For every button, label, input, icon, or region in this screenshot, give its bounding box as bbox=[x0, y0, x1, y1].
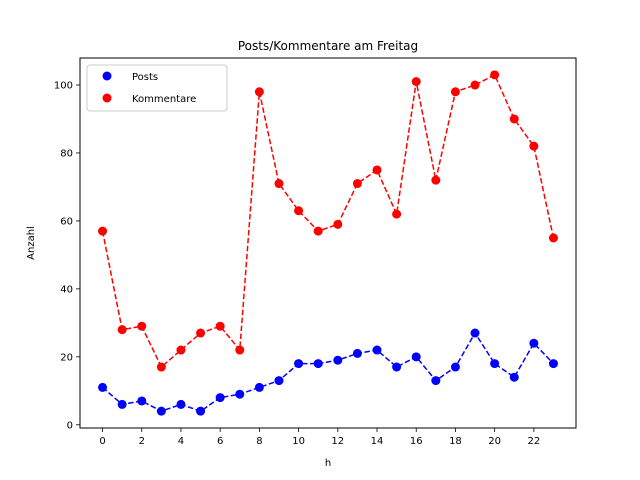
data-point-posts bbox=[431, 376, 441, 386]
data-point-posts bbox=[411, 352, 421, 362]
chart-title: Posts/Kommentare am Freitag bbox=[238, 39, 418, 53]
data-point-posts bbox=[529, 338, 539, 348]
x-tick-label: 4 bbox=[178, 436, 184, 447]
data-point-posts bbox=[313, 359, 323, 369]
data-point-kommentare bbox=[117, 325, 127, 335]
data-point-posts bbox=[548, 359, 558, 369]
data-point-posts bbox=[117, 399, 127, 409]
y-tick-label: 100 bbox=[54, 81, 73, 92]
data-point-kommentare bbox=[411, 77, 421, 87]
data-point-kommentare bbox=[392, 209, 402, 219]
data-point-posts bbox=[450, 362, 460, 372]
data-point-kommentare bbox=[529, 141, 539, 151]
data-point-kommentare bbox=[215, 321, 225, 331]
x-tick-label: 20 bbox=[488, 436, 501, 447]
data-point-kommentare bbox=[490, 70, 500, 80]
plot-area bbox=[80, 58, 576, 428]
data-point-kommentare bbox=[470, 80, 480, 90]
y-tick-label: 80 bbox=[60, 148, 73, 159]
data-point-posts bbox=[294, 359, 304, 369]
data-point-posts bbox=[137, 396, 147, 406]
data-point-posts bbox=[333, 355, 343, 365]
x-axis-label: h bbox=[325, 458, 331, 469]
data-point-posts bbox=[98, 382, 108, 392]
plot-frame bbox=[79, 57, 577, 429]
data-point-posts bbox=[372, 345, 382, 355]
data-point-posts bbox=[352, 348, 362, 358]
data-point-posts bbox=[470, 328, 480, 338]
data-point-kommentare bbox=[176, 345, 186, 355]
data-point-kommentare bbox=[196, 328, 206, 338]
y-tick-label: 20 bbox=[60, 352, 73, 363]
legend-marker-kommentare bbox=[102, 93, 112, 103]
legend-marker-posts bbox=[102, 71, 112, 81]
data-point-posts bbox=[490, 359, 500, 369]
data-point-kommentare bbox=[548, 233, 558, 243]
data-point-kommentare bbox=[509, 114, 519, 124]
data-point-kommentare bbox=[137, 321, 147, 331]
legend-label-kommentare: Kommentare bbox=[132, 94, 196, 105]
data-point-posts bbox=[215, 393, 225, 403]
y-tick-label: 60 bbox=[60, 216, 73, 227]
y-axis-label: Anzahl bbox=[26, 226, 37, 260]
data-point-kommentare bbox=[372, 165, 382, 175]
x-tick-label: 22 bbox=[527, 436, 540, 447]
x-tick-label: 16 bbox=[410, 436, 423, 447]
data-point-posts bbox=[392, 362, 402, 372]
data-point-posts bbox=[196, 406, 206, 416]
x-tick-label: 0 bbox=[99, 436, 105, 447]
data-point-kommentare bbox=[352, 179, 362, 189]
data-point-posts bbox=[176, 399, 186, 409]
x-tick-label: 18 bbox=[449, 436, 462, 447]
data-point-kommentare bbox=[274, 179, 284, 189]
data-point-posts bbox=[509, 372, 519, 382]
x-tick-label: 2 bbox=[139, 436, 145, 447]
legend: Posts Kommentare bbox=[86, 64, 228, 112]
data-point-kommentare bbox=[98, 226, 108, 236]
y-axis-ticks: 0 20 40 60 80 100 bbox=[54, 81, 80, 431]
data-point-kommentare bbox=[313, 226, 323, 236]
series-markers bbox=[98, 70, 558, 416]
data-point-kommentare bbox=[254, 87, 264, 97]
x-tick-label: 6 bbox=[217, 436, 223, 447]
data-point-kommentare bbox=[294, 206, 304, 216]
x-tick-label: 8 bbox=[256, 436, 262, 447]
data-point-kommentare bbox=[333, 219, 343, 229]
data-point-posts bbox=[274, 376, 284, 386]
legend-label-posts: Posts bbox=[132, 72, 158, 83]
data-point-kommentare bbox=[156, 362, 166, 372]
x-tick-label: 14 bbox=[371, 436, 384, 447]
data-point-kommentare bbox=[431, 175, 441, 185]
data-point-kommentare bbox=[235, 345, 245, 355]
data-point-kommentare bbox=[450, 87, 460, 97]
data-point-posts bbox=[254, 382, 264, 392]
data-point-posts bbox=[156, 406, 166, 416]
y-tick-label: 40 bbox=[60, 284, 73, 295]
legend-box bbox=[86, 64, 228, 112]
data-point-posts bbox=[235, 389, 245, 399]
x-axis-ticks: 0 2 4 6 8 10 12 14 16 18 20 22 bbox=[99, 428, 540, 447]
x-tick-label: 10 bbox=[292, 436, 305, 447]
x-tick-label: 12 bbox=[331, 436, 344, 447]
y-tick-label: 0 bbox=[67, 420, 73, 431]
